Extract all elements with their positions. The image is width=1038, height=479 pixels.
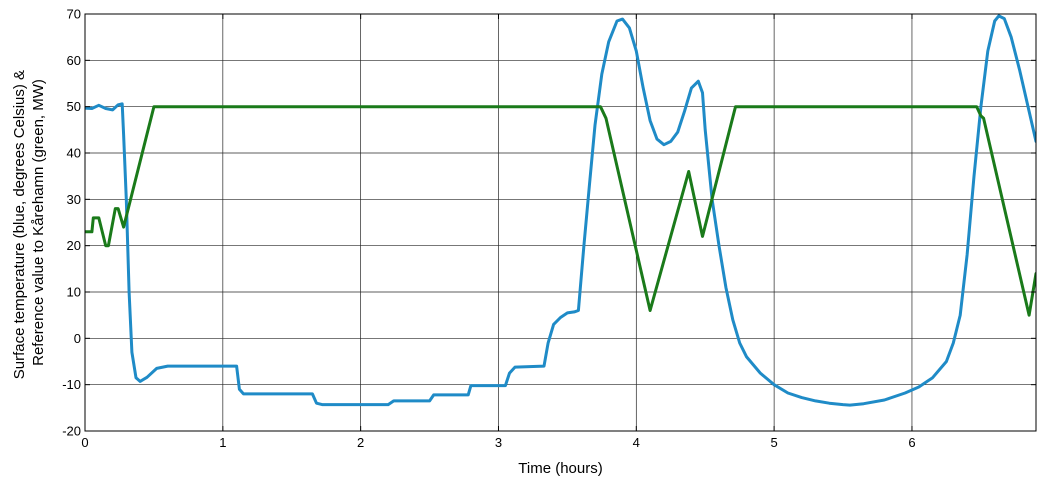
- plot-frame: [84, 13, 1037, 432]
- x-tick-label: 3: [495, 435, 502, 450]
- x-tick-label: 5: [771, 435, 778, 450]
- grid-lines: [85, 14, 1036, 431]
- y-tick-labels: -20 -10 0 10 20 30 40 50 60 70: [62, 7, 81, 439]
- y-tick-label: -20: [62, 424, 81, 439]
- y-tick-label: 20: [67, 238, 81, 253]
- x-tick-label: 1: [219, 435, 226, 450]
- y-axis-label-line-1: Surface temperature (blue, degrees Celsi…: [11, 70, 28, 379]
- x-tick-labels: 0 1 2 3 4 5 6: [81, 435, 915, 450]
- tick-marks: [84, 13, 1036, 432]
- y-tick-label: 60: [67, 53, 81, 68]
- y-tick-label: -10: [62, 377, 81, 392]
- y-tick-label: 70: [67, 7, 81, 22]
- x-tick-label: 4: [633, 435, 640, 450]
- y-tick-label: 50: [67, 99, 81, 114]
- temperature-series-line: [85, 14, 1036, 407]
- y-axis-label: Surface temperature (blue, degrees Celsi…: [11, 66, 47, 380]
- y-tick-label: 30: [67, 192, 81, 207]
- y-tick-label: 40: [67, 146, 81, 161]
- y-tick-label: 10: [67, 285, 81, 300]
- y-axis-label-line-2: Reference value to Kårehamn (green, MW): [30, 79, 47, 366]
- x-tick-label: 0: [81, 435, 88, 450]
- series-layer: [85, 14, 1036, 407]
- x-tick-label: 6: [908, 435, 915, 450]
- reference-series-line: [85, 105, 1036, 317]
- x-tick-label: 2: [357, 435, 364, 450]
- y-tick-label: 0: [74, 331, 81, 346]
- x-axis-label: Time (hours): [518, 460, 602, 477]
